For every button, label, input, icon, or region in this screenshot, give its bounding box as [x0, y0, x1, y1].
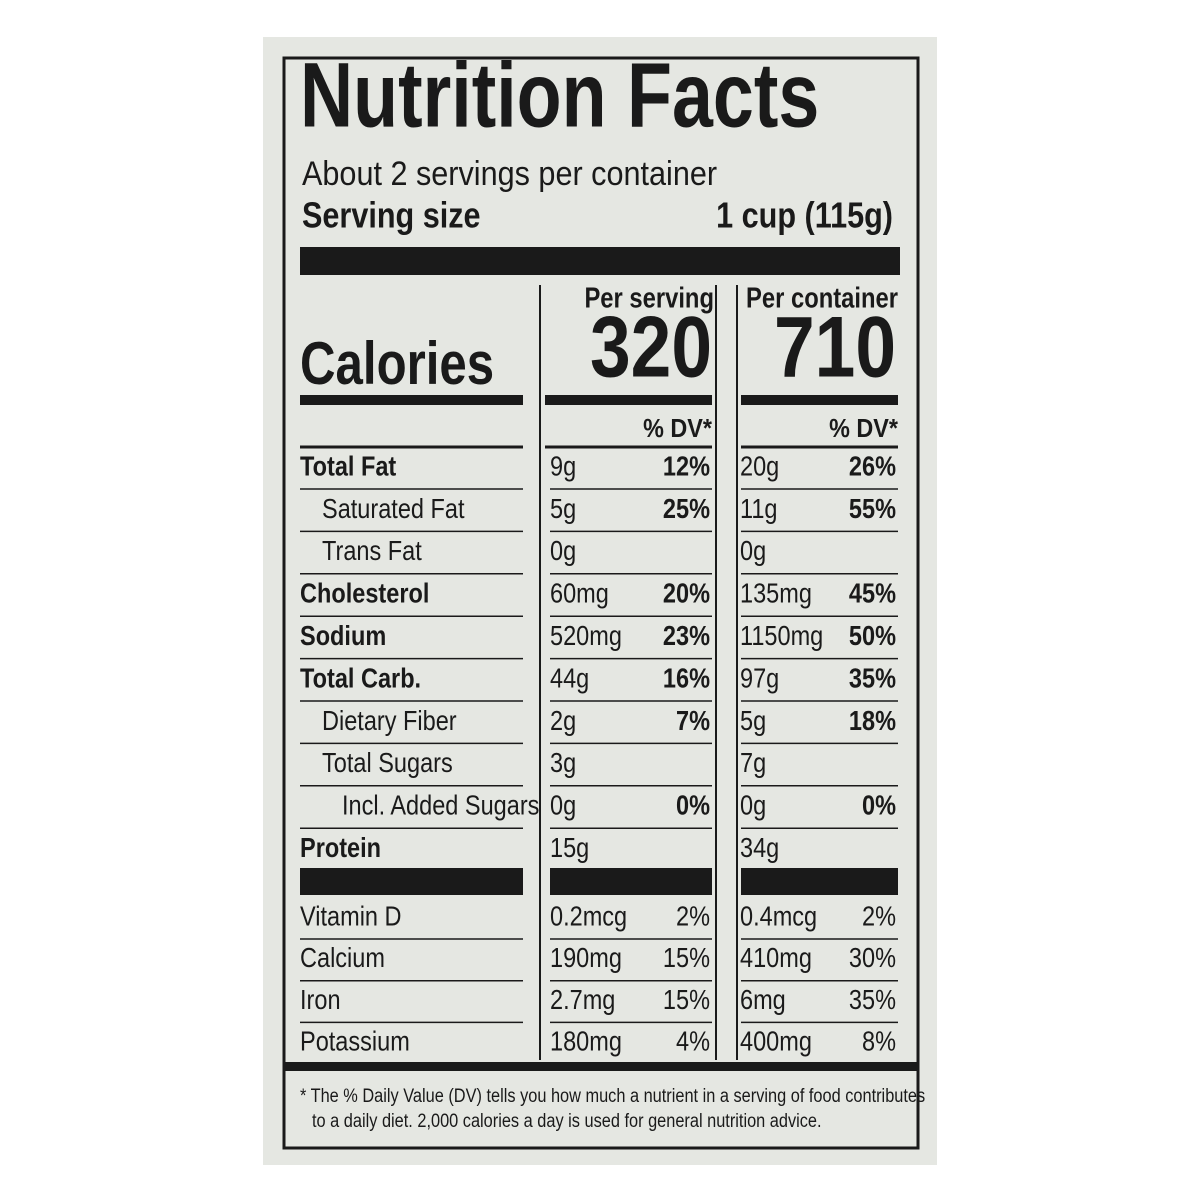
section-bar: [300, 868, 523, 895]
daily-value: 2%: [676, 900, 710, 931]
amount: 97g: [740, 662, 779, 693]
calories-rule: [545, 395, 712, 405]
calories-value: 710: [774, 300, 896, 396]
amount: 520mg: [550, 620, 622, 651]
nutrient-name: Total Sugars: [322, 747, 453, 778]
nutrient-name: Total Fat: [300, 450, 396, 481]
footnote: to a daily diet. 2,000 calories a day is…: [312, 1111, 822, 1132]
nutrient-name: Total Carb.: [300, 662, 421, 693]
amount: 0.2mcg: [550, 900, 627, 931]
nutrient-name: Saturated Fat: [322, 493, 465, 524]
column-header: Per serving: [584, 283, 714, 315]
nutrient-name: Sodium: [300, 620, 386, 651]
amount: 1150mg: [740, 620, 823, 651]
amount: 0g: [740, 790, 766, 821]
amount: 2.7mg: [550, 984, 615, 1015]
bottom-rule: [284, 1062, 918, 1071]
amount: 135mg: [740, 578, 812, 609]
daily-value: 0%: [676, 790, 710, 821]
daily-value: 15%: [663, 984, 710, 1015]
section-bar: [550, 868, 712, 895]
serving-size-value: 1 cup (115g): [716, 195, 893, 236]
daily-value: 15%: [663, 942, 710, 973]
nutrient-name: Cholesterol: [300, 578, 429, 609]
amount: 9g: [550, 450, 576, 481]
daily-value: 35%: [849, 984, 896, 1015]
dv-header: % DV*: [829, 413, 899, 443]
amount: 7g: [740, 747, 766, 778]
amount: 6mg: [740, 984, 786, 1015]
nutrient-name: Incl. Added Sugars: [342, 790, 539, 821]
nutrient-name: Protein: [300, 832, 381, 863]
daily-value: 30%: [849, 942, 896, 973]
footnote: * The % Daily Value (DV) tells you how m…: [300, 1086, 925, 1107]
daily-value: 45%: [849, 578, 896, 609]
amount: 20g: [740, 450, 779, 481]
amount: 60mg: [550, 578, 609, 609]
daily-value: 26%: [849, 450, 896, 481]
nutrient-name: Trans Fat: [322, 535, 422, 566]
daily-value: 8%: [862, 1025, 896, 1056]
amount: 400mg: [740, 1025, 812, 1056]
panel: [263, 37, 937, 1165]
servings: About 2 servings per container: [302, 155, 717, 193]
dv-header: % DV*: [643, 413, 713, 443]
section-bar: [741, 868, 898, 895]
label-border: [282, 56, 920, 1150]
amount: 44g: [550, 662, 589, 693]
amount: 2g: [550, 705, 576, 736]
amount: 5g: [550, 493, 576, 524]
amount: 0g: [550, 535, 576, 566]
title: Nutrition Facts: [300, 44, 819, 146]
amount: 0.4mcg: [740, 900, 817, 931]
amount: 5g: [740, 705, 766, 736]
amount: 11g: [740, 493, 777, 524]
daily-value: 2%: [862, 900, 896, 931]
nutrient-name: Potassium: [300, 1025, 410, 1056]
amount: 15g: [550, 832, 589, 863]
daily-value: 23%: [663, 620, 710, 651]
calories-value: 320: [590, 300, 712, 396]
thick-bar: [300, 247, 900, 275]
nutrient-name: Calcium: [300, 942, 385, 973]
amount: 410mg: [740, 942, 812, 973]
daily-value: 35%: [849, 662, 896, 693]
nutrient-name: Dietary Fiber: [322, 705, 457, 736]
daily-value: 18%: [849, 705, 896, 736]
amount: 34g: [740, 832, 779, 863]
nutrient-name: Vitamin D: [300, 900, 402, 931]
daily-value: 0%: [862, 790, 896, 821]
amount: 0g: [550, 790, 576, 821]
daily-value: 50%: [849, 620, 896, 651]
calories-rule: [300, 395, 523, 405]
serving-size-label: Serving size: [302, 195, 481, 236]
amount: 3g: [550, 747, 576, 778]
amount: 190mg: [550, 942, 622, 973]
daily-value: 7%: [676, 705, 710, 736]
daily-value: 4%: [676, 1025, 710, 1056]
calories-label: Calories: [300, 330, 494, 397]
daily-value: 12%: [663, 450, 710, 481]
daily-value: 25%: [663, 493, 710, 524]
amount: 0g: [740, 535, 766, 566]
calories-rule: [741, 395, 898, 405]
column-header: Per container: [746, 283, 898, 315]
daily-value: 55%: [849, 493, 896, 524]
amount: 180mg: [550, 1025, 622, 1056]
nutrient-name: Iron: [300, 984, 341, 1015]
daily-value: 20%: [663, 578, 710, 609]
daily-value: 16%: [663, 662, 710, 693]
